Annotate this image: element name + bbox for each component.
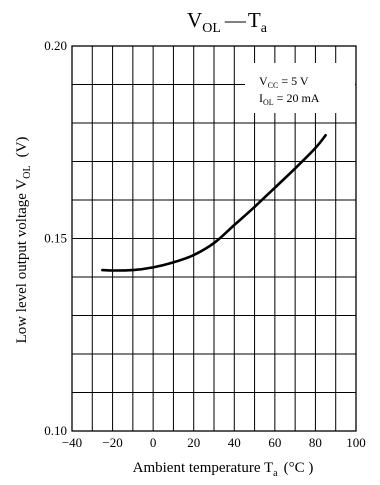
series-line bbox=[101, 134, 327, 272]
conditions-box-bg bbox=[245, 63, 355, 113]
x-tick-label: −20 bbox=[102, 435, 122, 450]
x-tick-label: 0 bbox=[150, 435, 157, 450]
y-tick-label: 0.10 bbox=[44, 423, 67, 438]
x-tick-label: 60 bbox=[268, 435, 281, 450]
condition-vcc: VCC = 5 V bbox=[259, 74, 309, 90]
x-tick-label: 40 bbox=[228, 435, 241, 450]
x-tick-label: 20 bbox=[187, 435, 200, 450]
y-tick-label: 0.20 bbox=[44, 38, 67, 53]
plot-frame bbox=[71, 45, 357, 432]
x-tick-labels: −40 −20 0 20 40 60 80 100 bbox=[62, 435, 366, 450]
chart-title: VOL —Ta bbox=[187, 8, 268, 36]
conditions-box: VCC = 5 V IOL = 20 mA bbox=[245, 63, 355, 113]
y-tick-label: 0.15 bbox=[44, 231, 67, 246]
condition-iol: IOL = 20 mA bbox=[259, 91, 320, 107]
y-tick-labels: 0.10 0.15 0.20 bbox=[44, 38, 67, 438]
x-tick-label: −40 bbox=[62, 435, 82, 450]
x-axis-label: Ambient temperature Ta (°C ) bbox=[133, 460, 314, 479]
series-layer bbox=[101, 134, 327, 272]
x-tick-label: 100 bbox=[346, 435, 366, 450]
x-tick-label: 80 bbox=[309, 435, 322, 450]
y-axis-label: Low level output voltage VOL(V) bbox=[14, 137, 33, 344]
